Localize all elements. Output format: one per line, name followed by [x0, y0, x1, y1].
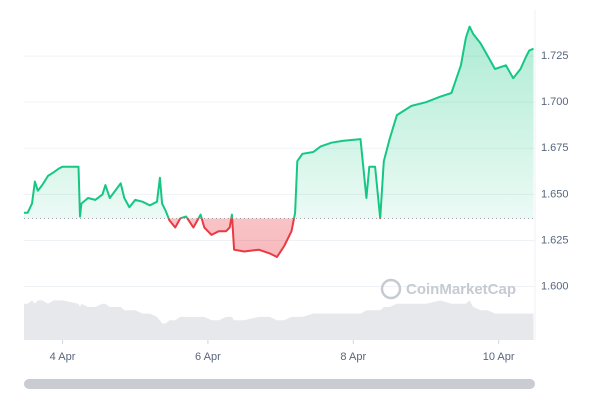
- x-tick-label: 8 Apr: [340, 351, 366, 363]
- y-tick-label: 1.725: [541, 50, 569, 62]
- volume-area: [24, 300, 534, 340]
- price-line-below: [167, 218, 382, 258]
- x-tick-label: 10 Apr: [483, 351, 515, 363]
- y-tick-label: 1.600: [541, 280, 569, 292]
- x-tick-label: 6 Apr: [195, 351, 221, 363]
- price-layer: [24, 25, 534, 258]
- y-tick-label: 1.700: [541, 96, 569, 108]
- watermark-logo: [380, 278, 402, 300]
- volume-layer: [24, 300, 534, 340]
- scrollbar[interactable]: [24, 379, 535, 389]
- x-tick-label: 4 Apr: [50, 351, 76, 363]
- y-tick-label: 1.675: [541, 142, 569, 154]
- watermark: CoinMarketCap: [380, 278, 516, 300]
- y-tick-label: 1.625: [541, 234, 569, 246]
- area-below: [168, 218, 295, 257]
- area-above: [24, 26, 534, 219]
- y-tick-label: 1.650: [541, 188, 569, 200]
- price-line-above: [24, 25, 534, 219]
- watermark-text: CoinMarketCap: [406, 281, 516, 298]
